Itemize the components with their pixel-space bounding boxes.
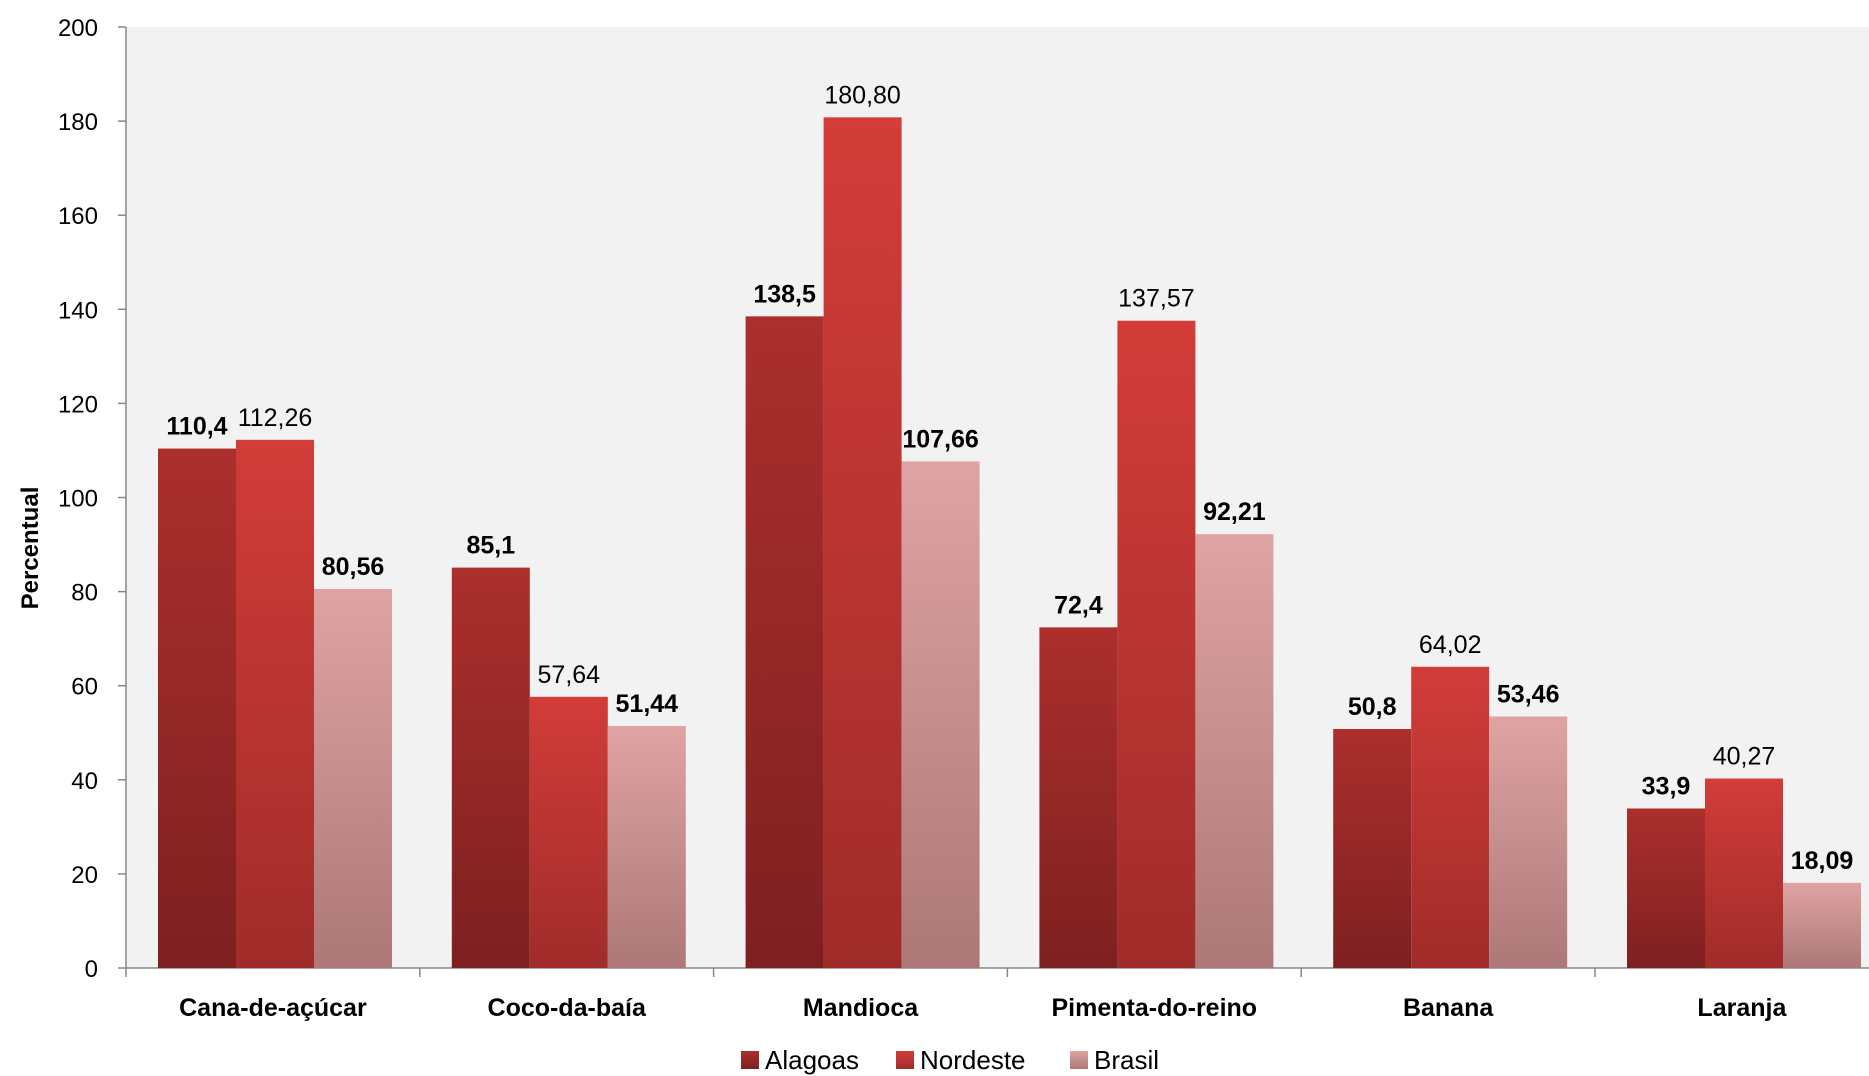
bar-nordeste: [236, 439, 314, 968]
x-category-label: Cana-de-açúcar: [179, 994, 367, 1022]
bar-nordeste: [823, 117, 902, 968]
bar-alagoas: [1333, 728, 1412, 968]
y-tick-label: 40: [71, 768, 98, 795]
data-label-brasil: 18,09: [1791, 847, 1854, 875]
bar-brasil: [314, 588, 392, 968]
x-category-label: Mandioca: [803, 994, 919, 1022]
bar-alagoas: [451, 567, 530, 968]
y-tick-label: 0: [85, 956, 98, 983]
bar-alagoas: [1039, 627, 1118, 968]
data-label-brasil: 51,44: [616, 690, 679, 718]
plot-area: [126, 27, 1869, 968]
data-label-brasil: 92,21: [1203, 498, 1266, 526]
data-labels: 110,4 85,1 138,5 72,4 50,8 33,9 112,26 57,64 180…: [166, 81, 1853, 875]
y-axis: 0 20 40 60 80 100 120 140 160 180 200: [58, 15, 127, 983]
bar-nordeste: [529, 696, 608, 968]
data-label-brasil: 80,56: [322, 553, 385, 581]
data-label-nordeste: 64,02: [1419, 631, 1482, 659]
bar-brasil: [901, 461, 980, 968]
bar-alagoas: [158, 448, 236, 968]
x-category-label: Laranja: [1697, 994, 1787, 1022]
data-label-alagoas: 50,8: [1348, 693, 1397, 721]
data-label-nordeste: 40,27: [1713, 743, 1776, 771]
y-tick-label: 160: [58, 203, 98, 230]
bar-alagoas: [745, 316, 824, 968]
data-label-alagoas: 72,4: [1054, 591, 1103, 619]
data-label-alagoas: 33,9: [1642, 773, 1691, 801]
legend-label: Nordeste: [920, 1045, 1026, 1075]
data-label-brasil: 107,66: [902, 425, 978, 453]
bar-nordeste: [1705, 778, 1783, 968]
legend: Alagoas Nordeste Brasil: [741, 1045, 1159, 1075]
data-label-alagoas: 110,4: [166, 413, 227, 441]
data-label-nordeste: 137,57: [1118, 285, 1194, 313]
bar-nordeste: [1411, 666, 1490, 968]
data-label-alagoas: 138,5: [753, 280, 816, 308]
x-category-label: Banana: [1403, 994, 1494, 1022]
x-axis: Cana-de-açúcar Coco-da-baía Mandioca Piment…: [125, 967, 1869, 1022]
legend-label: Alagoas: [765, 1045, 859, 1075]
y-tick-label: 20: [71, 862, 98, 889]
legend-swatch: [741, 1051, 759, 1069]
y-tick-label: 100: [58, 486, 98, 513]
y-tick-label: 200: [58, 15, 98, 42]
bar-nordeste: [1117, 320, 1196, 968]
legend-label: Brasil: [1094, 1045, 1159, 1075]
data-label-nordeste: 180,80: [824, 81, 900, 109]
y-tick-label: 140: [58, 297, 98, 324]
bar-brasil: [1195, 534, 1274, 968]
x-category-label: Pimenta-do-reino: [1052, 994, 1258, 1022]
data-label-nordeste: 57,64: [538, 661, 601, 689]
bar-brasil: [1783, 882, 1861, 968]
y-axis-title: Percentual: [17, 487, 44, 610]
data-label-brasil: 53,46: [1497, 680, 1560, 708]
bars: [158, 117, 1861, 968]
y-tick-label: 180: [58, 109, 98, 136]
bar-alagoas: [1627, 808, 1705, 968]
x-category-label: Coco-da-baía: [488, 994, 647, 1022]
data-label-nordeste: 112,26: [238, 404, 313, 432]
y-tick-label: 60: [71, 674, 98, 701]
bar-brasil: [1489, 716, 1568, 968]
y-tick-label: 80: [71, 580, 98, 607]
bar-brasil: [607, 725, 686, 968]
data-label-alagoas: 85,1: [466, 532, 515, 560]
legend-swatch: [896, 1051, 914, 1069]
y-tick-label: 120: [58, 391, 98, 418]
legend-swatch: [1070, 1051, 1088, 1069]
